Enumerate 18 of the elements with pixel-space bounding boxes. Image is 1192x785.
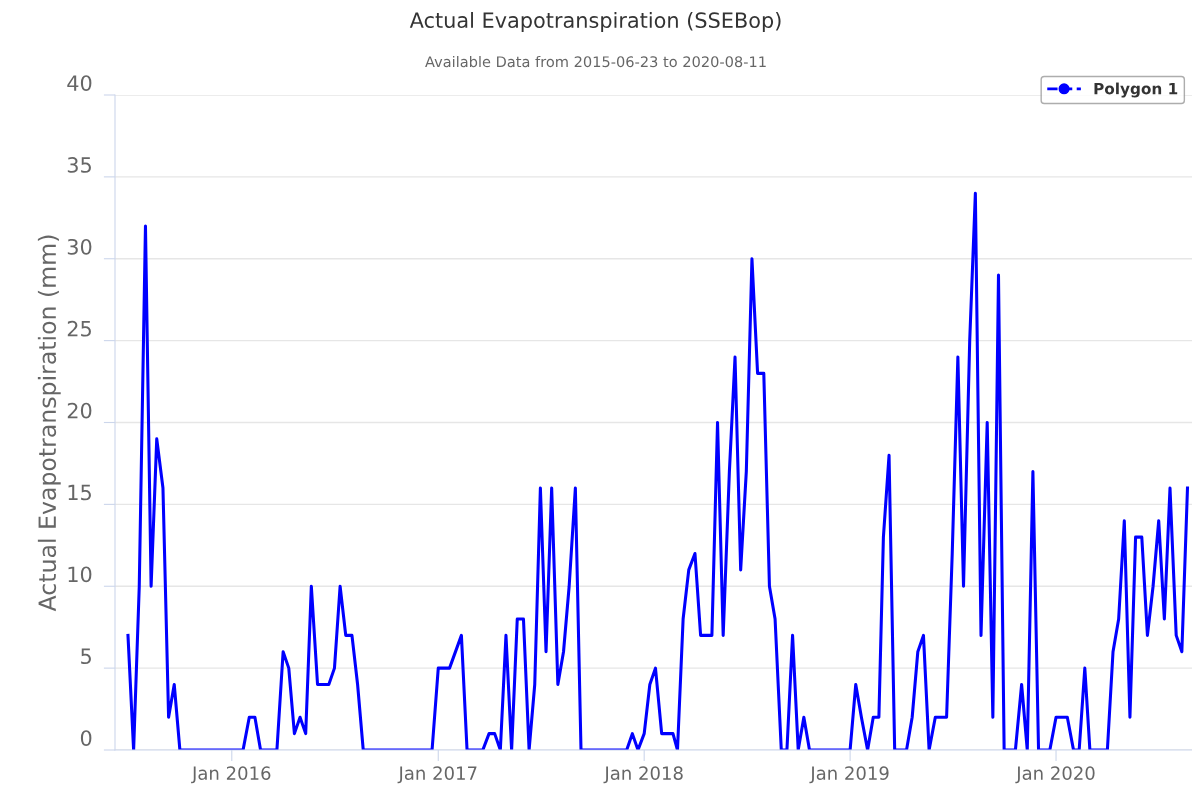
y-tick-label: 5 <box>81 648 91 665</box>
y-axis-title: Actual Evapotranspiration (mm) <box>37 235 61 612</box>
x-tick-label: Jan 2020 <box>1015 766 1095 784</box>
y-tick-label: 40 <box>67 75 92 91</box>
y-tick-label: 20 <box>67 402 92 419</box>
chart-subtitle: Available Data from 2015-06-23 to 2020-08-11 <box>425 55 766 68</box>
x-tick-label: Jan 2019 <box>809 766 889 784</box>
y-tick-label: 15 <box>68 484 91 501</box>
y-tick-label: 35 <box>67 157 91 173</box>
y-tick-label: 10 <box>68 566 92 583</box>
y-tick-label: 0 <box>80 730 92 746</box>
chart-title: Actual Evapotranspiration (SSEBop) <box>409 11 781 33</box>
y-tick-label: 30 <box>67 238 92 255</box>
y-tick-label: 25 <box>67 320 91 337</box>
x-tick-label: Jan 2017 <box>397 766 477 784</box>
x-tick-label: Jan 2016 <box>191 766 271 784</box>
legend-label: Polygon 1 <box>1094 82 1178 98</box>
x-tick-label: Jan 2018 <box>603 766 683 784</box>
